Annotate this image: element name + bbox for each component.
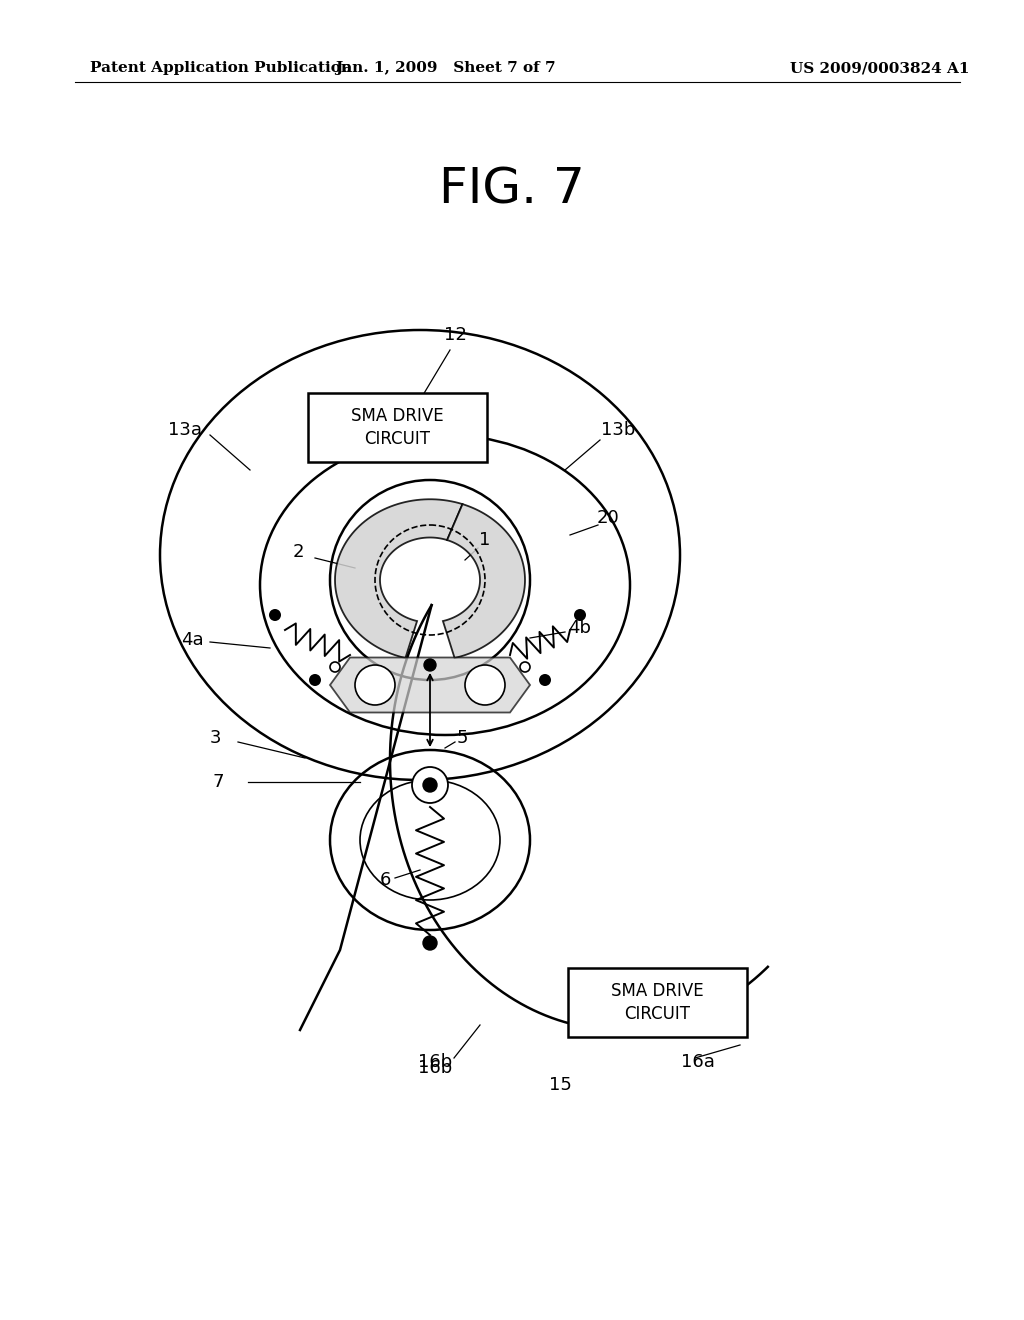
- Text: 6: 6: [379, 871, 391, 888]
- Circle shape: [423, 936, 437, 950]
- Text: 16a: 16a: [681, 1053, 715, 1071]
- Text: US 2009/0003824 A1: US 2009/0003824 A1: [791, 61, 970, 75]
- Circle shape: [269, 609, 281, 620]
- Circle shape: [465, 665, 505, 705]
- Circle shape: [412, 767, 449, 803]
- Text: 13b: 13b: [601, 421, 635, 440]
- Text: Patent Application Publication: Patent Application Publication: [90, 61, 352, 75]
- Text: 16b: 16b: [418, 1053, 453, 1071]
- Text: SMA DRIVE
CIRCUIT: SMA DRIVE CIRCUIT: [611, 982, 703, 1023]
- Text: SMA DRIVE
CIRCUIT: SMA DRIVE CIRCUIT: [351, 407, 443, 449]
- Text: Jan. 1, 2009   Sheet 7 of 7: Jan. 1, 2009 Sheet 7 of 7: [335, 61, 555, 75]
- Text: 12: 12: [443, 326, 467, 345]
- FancyBboxPatch shape: [568, 968, 746, 1038]
- Text: 3: 3: [209, 729, 221, 747]
- Text: 4b: 4b: [568, 619, 592, 638]
- Text: 2: 2: [292, 543, 304, 561]
- Polygon shape: [330, 657, 530, 713]
- Text: 15: 15: [549, 1076, 571, 1094]
- Text: 7: 7: [212, 774, 224, 791]
- Text: 1: 1: [479, 531, 490, 549]
- Text: 13a: 13a: [168, 421, 202, 440]
- Polygon shape: [443, 504, 525, 657]
- Circle shape: [574, 609, 586, 620]
- Circle shape: [424, 659, 436, 671]
- Text: 16b: 16b: [418, 1059, 453, 1077]
- Text: 4a: 4a: [180, 631, 204, 649]
- Text: 5: 5: [457, 729, 468, 747]
- Circle shape: [309, 675, 321, 686]
- Polygon shape: [335, 499, 463, 657]
- FancyBboxPatch shape: [308, 393, 487, 462]
- Text: 20: 20: [597, 510, 620, 527]
- Text: FIG. 7: FIG. 7: [439, 166, 585, 214]
- Circle shape: [355, 665, 395, 705]
- Circle shape: [423, 777, 437, 792]
- Circle shape: [539, 675, 551, 686]
